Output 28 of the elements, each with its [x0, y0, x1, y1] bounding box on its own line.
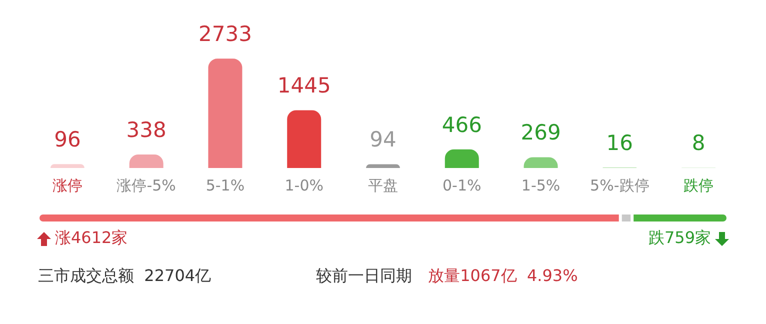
data-label: 1445 [277, 74, 331, 98]
text: 放量1067亿 4.93% [428, 266, 578, 287]
bar [444, 149, 479, 168]
data-label: 269 [520, 120, 561, 145]
bar [366, 164, 400, 168]
data-label: 338 [126, 118, 166, 142]
data-label: 96 [54, 128, 81, 152]
bar [208, 58, 242, 168]
x-tick-label: 5-1% [206, 176, 245, 194]
x-tick-label: 平盘 [368, 176, 398, 194]
bar [287, 110, 322, 168]
x-tick-label: 0-1% [442, 176, 482, 194]
x-tick-label: 1-5% [521, 176, 560, 194]
bar [50, 164, 84, 168]
data-label: 94 [370, 128, 396, 152]
text: 涨4612家 [55, 228, 128, 249]
data-label: 8 [692, 131, 706, 156]
text: 跌759家 [648, 228, 711, 249]
x-tick-label: 5%-跌停 [590, 176, 650, 194]
x-tick-label: 涨停 [52, 176, 82, 194]
x-tick-label: 涨停-5% [116, 176, 176, 194]
text: 三市成交总额 22704亿 [38, 266, 212, 287]
data-label: 466 [442, 112, 482, 137]
data-label: 2733 [198, 22, 252, 46]
x-tick-label: 1-0% [284, 176, 324, 194]
data-label: 16 [606, 130, 634, 155]
x-tick-label: 跌停 [684, 176, 714, 194]
text: 较前一日同期 [316, 266, 412, 287]
